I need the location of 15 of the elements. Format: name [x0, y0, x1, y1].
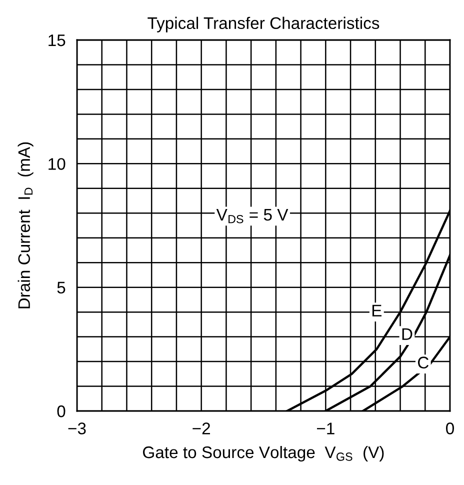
x-axis-title: Gate to Source Voltage V$_{GS}$ (V) [143, 446, 384, 462]
series-label: C [418, 356, 429, 368]
y-tick-label: 15 [48, 34, 66, 46]
x-tick-label: −2 [192, 422, 210, 434]
series-label: D [402, 328, 412, 340]
y-tick-label: 5 [57, 282, 66, 294]
x-tick-label: 0 [446, 422, 454, 434]
x-tick-label: −3 [68, 422, 86, 434]
y-tick-label: 10 [48, 158, 66, 170]
y-tick-label: 0 [57, 405, 66, 418]
y-axis-title: Drain Current I$_{D}$ (mA) [18, 142, 34, 308]
annotation: V$_{DS}$ = 5 V [216, 209, 288, 224]
series-label: E [372, 304, 382, 316]
x-tick-label: −1 [316, 422, 334, 434]
chart-title: Typical Transfer Characteristics [148, 16, 380, 32]
